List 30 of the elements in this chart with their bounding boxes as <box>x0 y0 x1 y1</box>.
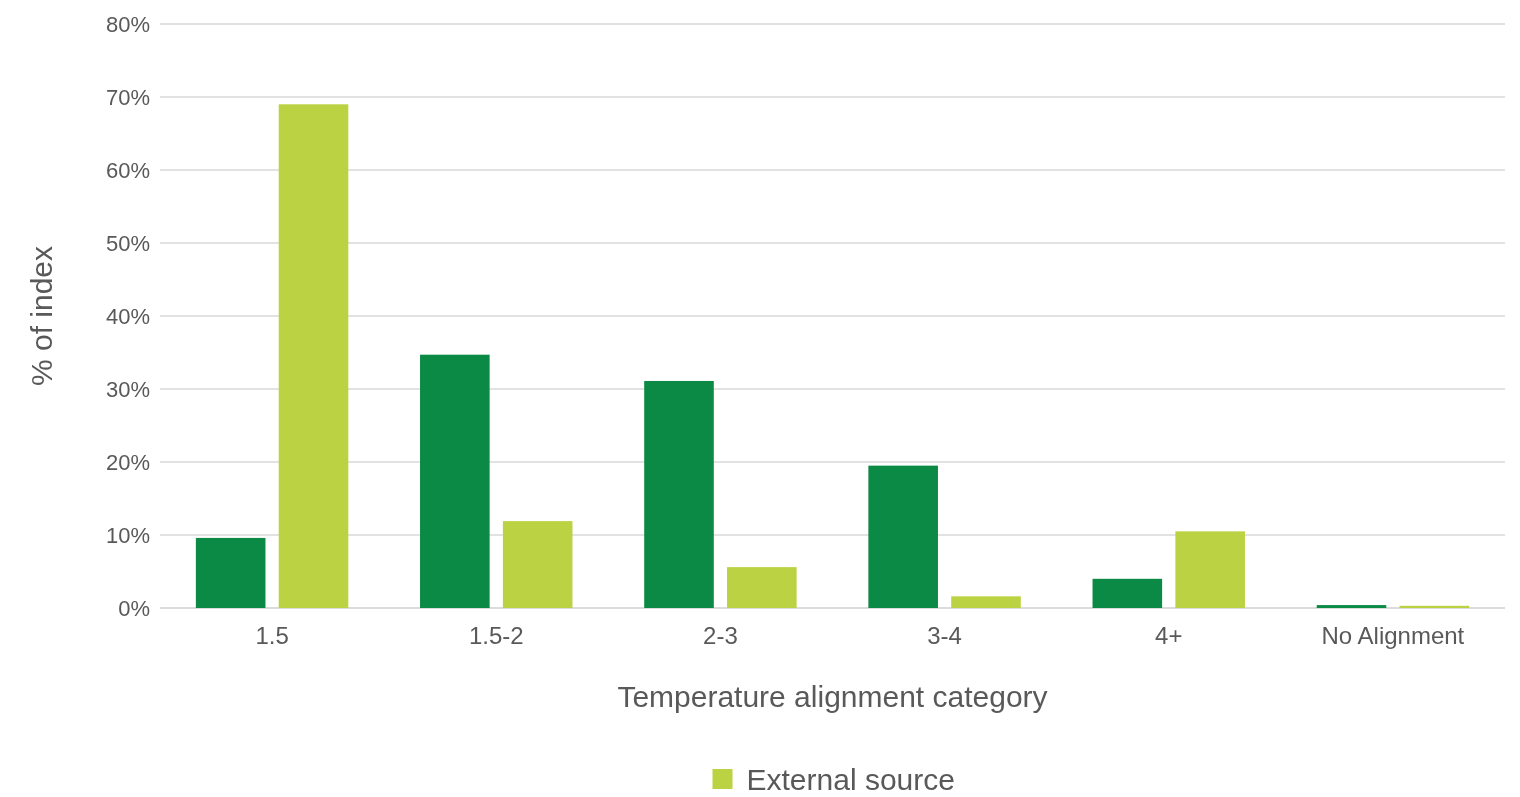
y-tick-label: 40% <box>105 303 150 329</box>
bar <box>195 537 266 608</box>
bar <box>420 354 490 608</box>
x-tick-label: 1.5 <box>255 622 289 649</box>
y-tick-label: 50% <box>105 230 150 256</box>
y-tick-label: 60% <box>105 157 150 183</box>
x-axis-title: Temperature alignment category <box>617 680 1048 713</box>
legend-label: External source <box>746 762 955 796</box>
bar <box>951 596 1021 608</box>
x-tick-label: 2-3 <box>703 622 738 649</box>
y-tick-label: 0% <box>118 595 150 621</box>
bar <box>644 380 714 608</box>
bar <box>278 104 349 608</box>
x-tick-label: No Alignment <box>1321 622 1465 649</box>
x-tick-label: 1.5-2 <box>468 622 524 649</box>
bar <box>868 465 938 608</box>
x-tick-label: 3-4 <box>927 622 962 649</box>
bar <box>1399 605 1470 608</box>
y-tick-label: 70% <box>105 84 150 110</box>
y-tick-label: 80% <box>105 11 150 37</box>
bar <box>502 521 573 608</box>
bar <box>1316 605 1387 608</box>
y-axis-title: % of index <box>25 245 58 387</box>
x-tick-label: 4+ <box>1155 622 1183 649</box>
bar <box>1175 531 1245 608</box>
y-tick-label: 30% <box>105 376 150 402</box>
bar <box>727 567 797 608</box>
y-tick-label: 10% <box>105 522 150 548</box>
y-tick-label: 20% <box>105 449 150 475</box>
bar <box>1092 578 1163 608</box>
